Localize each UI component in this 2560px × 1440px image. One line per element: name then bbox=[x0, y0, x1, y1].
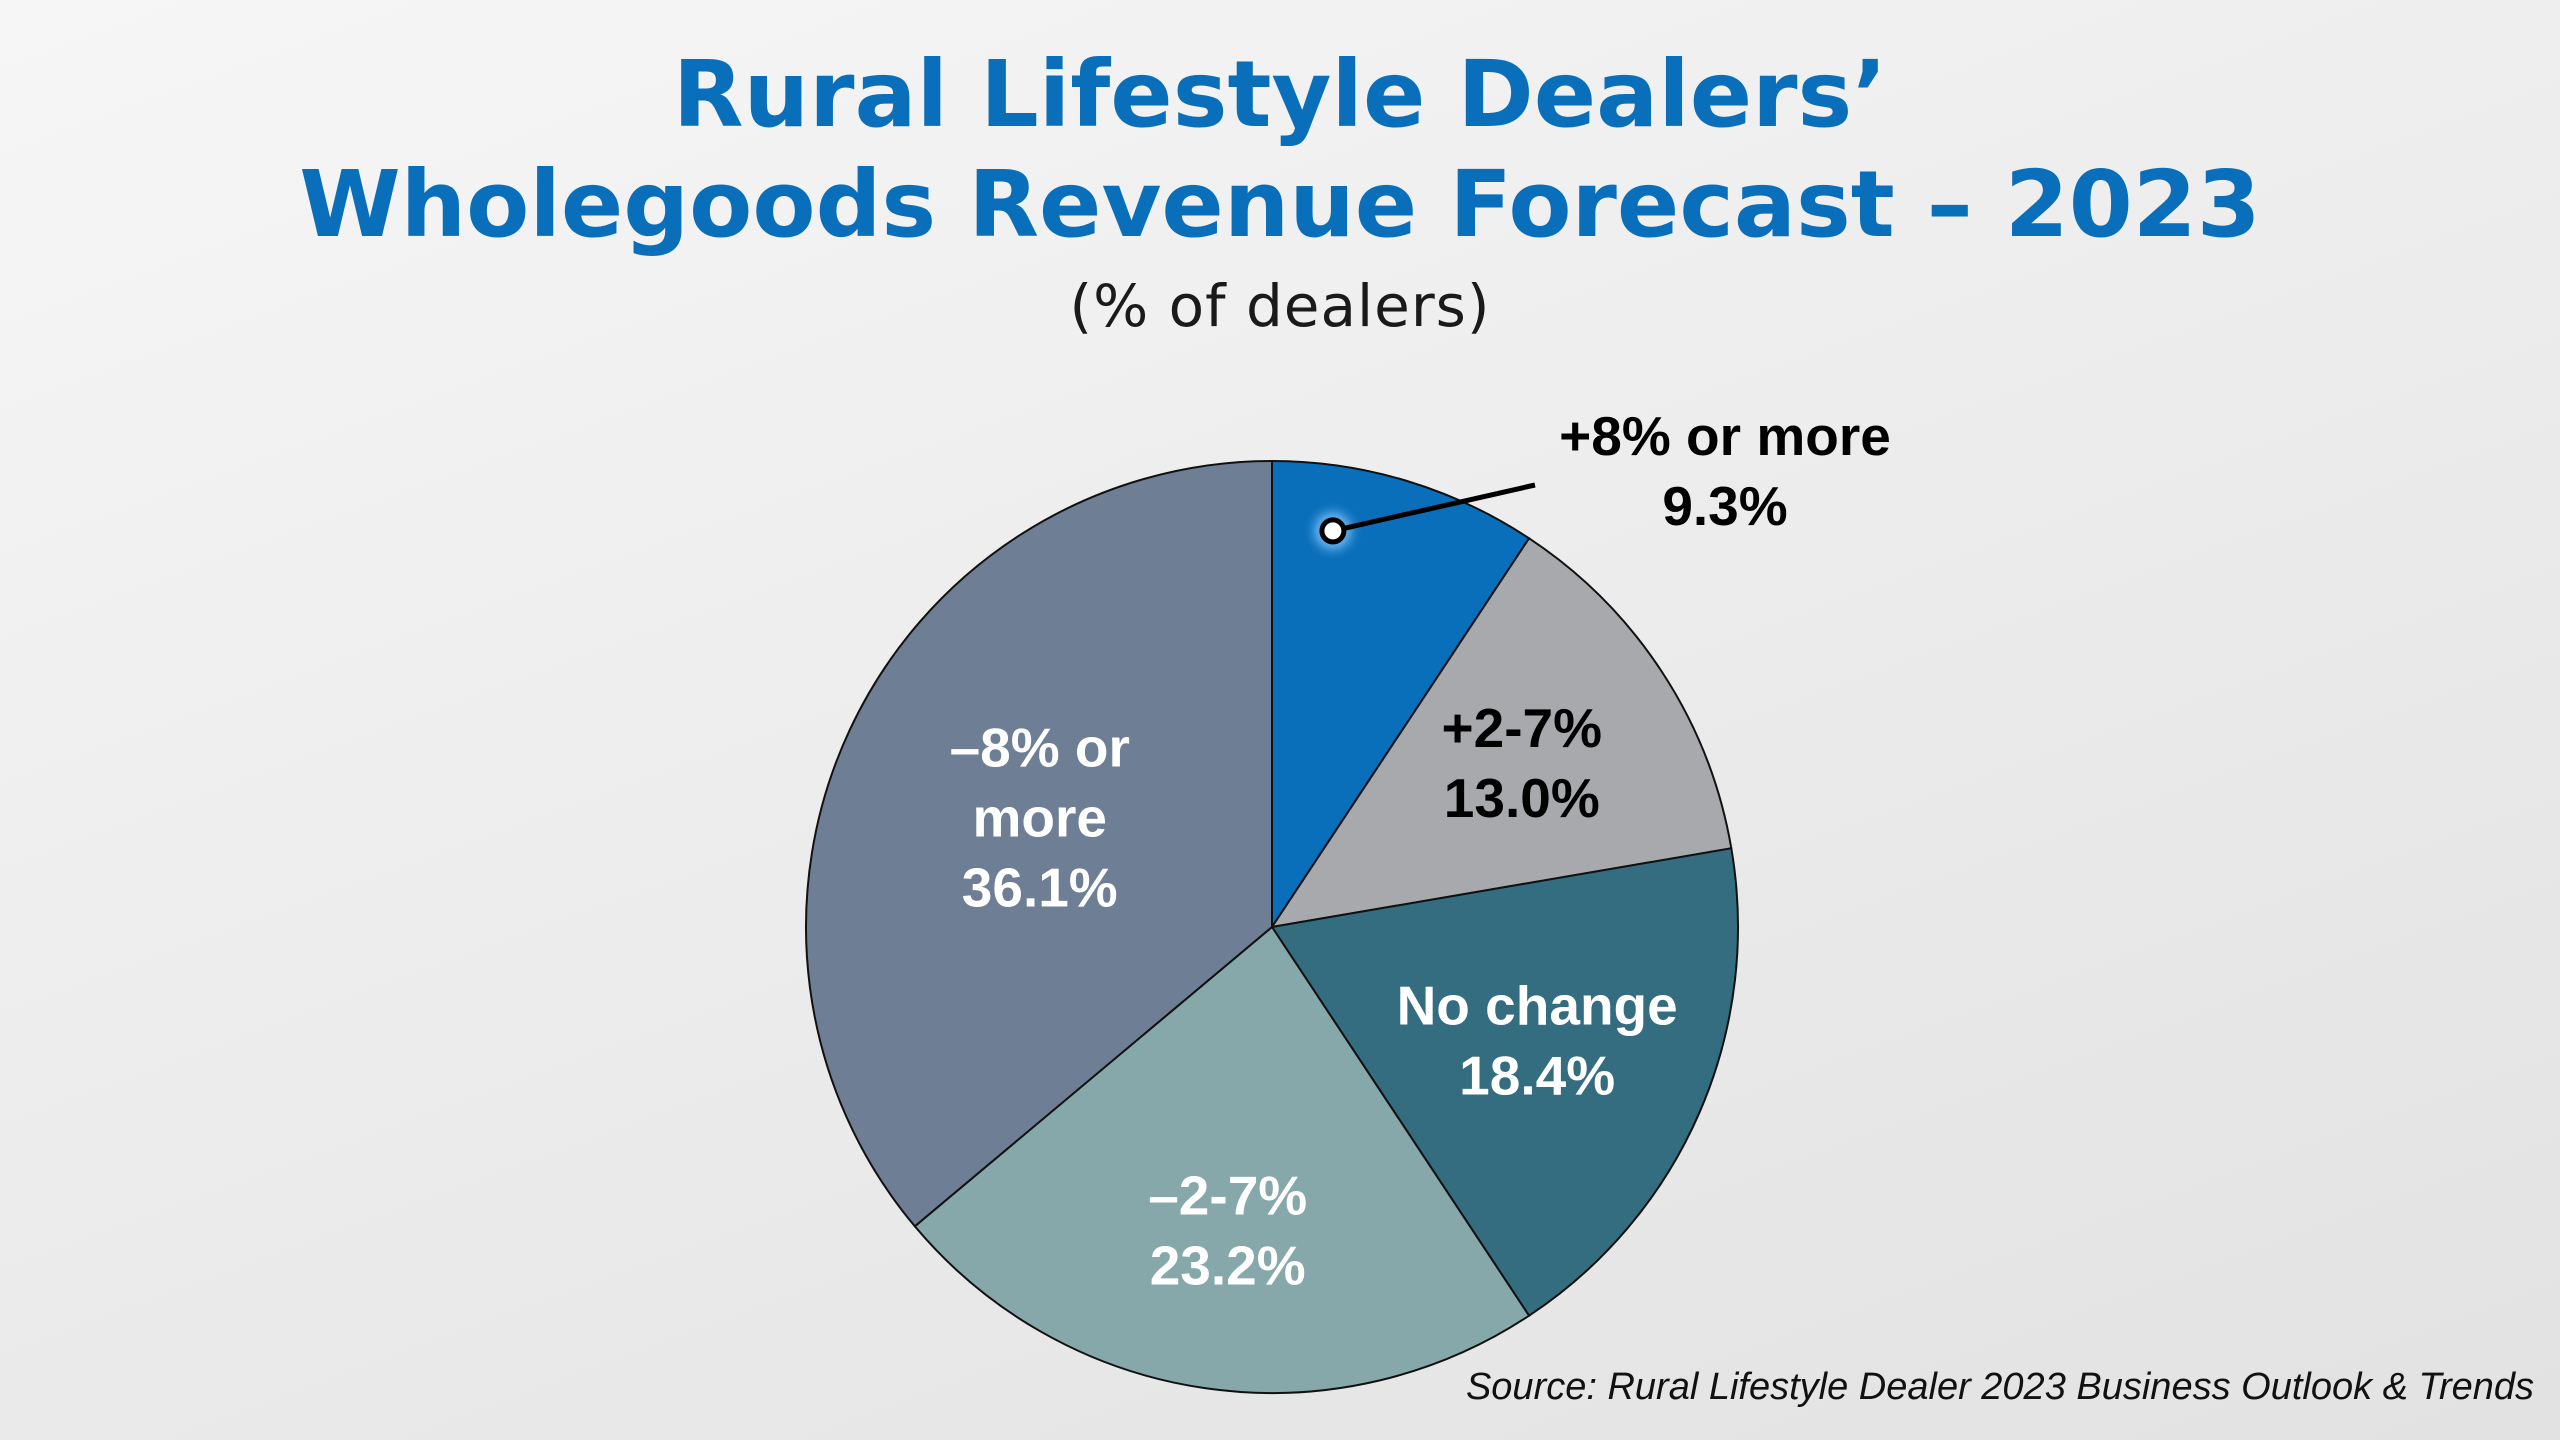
pie-label-2-line-0: No change bbox=[1397, 975, 1678, 1037]
pie-label-4-line-0: –8% or bbox=[950, 717, 1130, 779]
pie-slice-0 bbox=[1271, 459, 1531, 931]
pie-slice-3 bbox=[913, 925, 1531, 1394]
pie-label-1-line-0: +2-7% bbox=[1442, 697, 1603, 759]
pie-slice-4 bbox=[805, 459, 1273, 1228]
callout-dot bbox=[1319, 517, 1347, 545]
pie-slices bbox=[805, 459, 1739, 1394]
pie-label-2-line-1: 18.4% bbox=[1459, 1045, 1615, 1107]
chart-title-line-2: Wholegoods Revenue Forecast – 2023 bbox=[299, 151, 2261, 258]
pie-slice-1 bbox=[1269, 536, 1733, 929]
pie-label-3-line-1: 23.2% bbox=[1150, 1234, 1306, 1296]
source-note: Source: Rural Lifestyle Dealer 2023 Busi… bbox=[1465, 1366, 2534, 1408]
pie-slice-2 bbox=[1270, 847, 1739, 1318]
chart-title-line-1: Rural Lifestyle Dealers’ bbox=[672, 41, 1888, 148]
pie-label-4-line-2: 36.1% bbox=[962, 857, 1118, 919]
pie-label-4-line-1: more bbox=[973, 787, 1108, 849]
pie-labels: +8% or more 9.3% +2-7% 13.0% No change 18.4% –… bbox=[950, 405, 1891, 1296]
pie-label-0-line-0: +8% or more bbox=[1559, 405, 1891, 467]
callout-leader-line bbox=[1332, 482, 1536, 534]
chart-subtitle: (% of dealers) bbox=[1069, 272, 1491, 340]
pie-label-0-line-1: 9.3% bbox=[1662, 475, 1787, 537]
pie-label-3-line-0: –2-7% bbox=[1148, 1164, 1307, 1226]
pie-label-1-line-1: 13.0% bbox=[1444, 767, 1600, 829]
